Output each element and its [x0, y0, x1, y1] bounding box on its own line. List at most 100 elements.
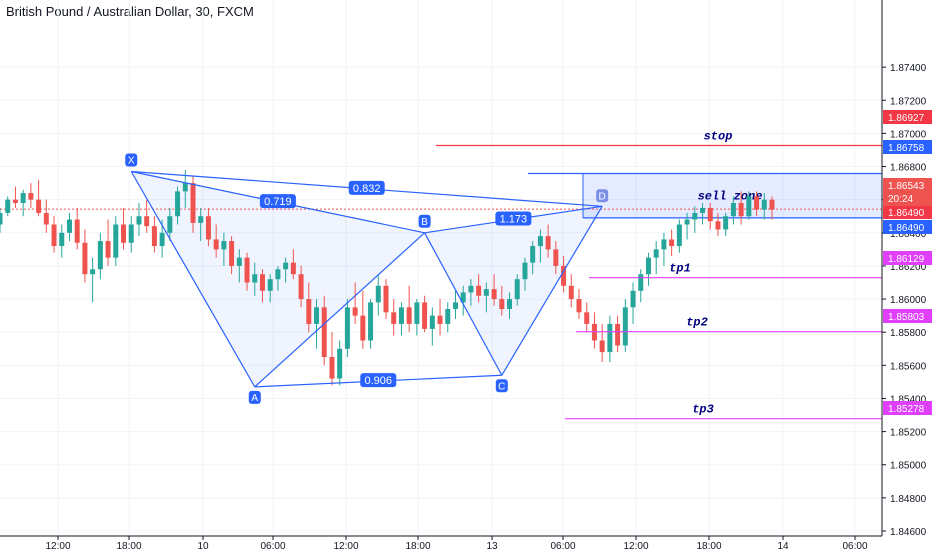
candle-body[interactable]: [0, 212, 3, 225]
candle-body[interactable]: [229, 241, 235, 266]
candle-body[interactable]: [491, 289, 497, 300]
candle-body[interactable]: [445, 309, 451, 324]
candle-body[interactable]: [514, 279, 520, 300]
candle-body[interactable]: [383, 285, 389, 313]
candle-body[interactable]: [746, 196, 752, 217]
candle-body[interactable]: [584, 312, 590, 324]
candle-body[interactable]: [553, 249, 559, 266]
candle-body[interactable]: [43, 212, 49, 225]
candle-body[interactable]: [661, 239, 667, 250]
candle-body[interactable]: [12, 199, 18, 203]
candle-body[interactable]: [645, 257, 651, 275]
candle-body[interactable]: [499, 299, 505, 310]
candle-body[interactable]: [5, 199, 11, 213]
candle-body[interactable]: [723, 216, 729, 230]
candle-body[interactable]: [607, 323, 613, 353]
candle-body[interactable]: [368, 302, 374, 341]
candle-body[interactable]: [121, 224, 127, 243]
candle-body[interactable]: [74, 219, 80, 243]
candle-body[interactable]: [198, 216, 204, 223]
candle-body[interactable]: [20, 193, 26, 203]
candle-body[interactable]: [182, 183, 188, 192]
candle-body[interactable]: [59, 232, 65, 247]
candle-body[interactable]: [375, 285, 381, 303]
candle-body[interactable]: [352, 307, 358, 316]
candle-body[interactable]: [90, 269, 96, 275]
candle-body[interactable]: [66, 219, 72, 233]
candle-body[interactable]: [151, 226, 157, 247]
candle-body[interactable]: [460, 292, 466, 303]
candle-body[interactable]: [568, 285, 574, 300]
candle-body[interactable]: [406, 307, 412, 324]
candle-body[interactable]: [267, 279, 273, 291]
candle-body[interactable]: [676, 224, 682, 247]
candle-body[interactable]: [105, 241, 111, 258]
candle-body[interactable]: [36, 199, 42, 213]
candle-body[interactable]: [360, 315, 366, 341]
candle-body[interactable]: [97, 241, 103, 270]
candle-body[interactable]: [398, 307, 404, 324]
candle-body[interactable]: [321, 307, 327, 358]
candle-body[interactable]: [700, 207, 706, 213]
candle-body[interactable]: [615, 323, 621, 346]
candle-body[interactable]: [561, 265, 567, 286]
candle-body[interactable]: [422, 302, 428, 329]
candle-body[interactable]: [128, 224, 134, 243]
candle-body[interactable]: [175, 191, 181, 217]
candle-body[interactable]: [738, 202, 744, 217]
candle-body[interactable]: [298, 274, 304, 300]
candle-body[interactable]: [213, 239, 219, 250]
candle-body[interactable]: [630, 290, 636, 308]
candle-body[interactable]: [730, 202, 736, 217]
candle-body[interactable]: [707, 207, 713, 222]
candle-body[interactable]: [769, 199, 775, 210]
candle-body[interactable]: [507, 299, 513, 310]
candle-body[interactable]: [28, 193, 34, 200]
candle-body[interactable]: [51, 224, 57, 247]
candle-body[interactable]: [684, 219, 690, 225]
candle-body[interactable]: [190, 183, 196, 223]
candle-body[interactable]: [522, 262, 528, 280]
candle-body[interactable]: [283, 262, 289, 270]
candle-body[interactable]: [437, 315, 443, 324]
candle-body[interactable]: [576, 299, 582, 313]
candle-body[interactable]: [391, 312, 397, 324]
candle-body[interactable]: [113, 224, 119, 258]
candle-body[interactable]: [275, 269, 281, 280]
candle-body[interactable]: [545, 236, 551, 250]
candle-body[interactable]: [290, 262, 296, 275]
candle-body[interactable]: [429, 315, 435, 329]
candle-body[interactable]: [669, 239, 675, 247]
candle-body[interactable]: [167, 216, 173, 233]
candle-body[interactable]: [82, 242, 88, 275]
candle-body[interactable]: [638, 274, 644, 291]
candle-body[interactable]: [622, 307, 628, 346]
candle-body[interactable]: [306, 299, 312, 324]
candle-body[interactable]: [236, 257, 242, 266]
candle-body[interactable]: [692, 212, 698, 220]
candle-body[interactable]: [314, 307, 320, 324]
candle-body[interactable]: [599, 340, 605, 353]
candle-body[interactable]: [414, 302, 420, 324]
candle-body[interactable]: [653, 249, 659, 258]
candle-body[interactable]: [329, 357, 335, 379]
candle-body[interactable]: [537, 236, 543, 247]
candle-body[interactable]: [344, 307, 350, 349]
candle-body[interactable]: [761, 199, 767, 210]
candle-body[interactable]: [205, 216, 211, 240]
candle-body[interactable]: [476, 285, 482, 296]
candle-body[interactable]: [259, 274, 265, 291]
candle-body[interactable]: [483, 289, 489, 296]
candle-body[interactable]: [244, 257, 250, 283]
candle-body[interactable]: [144, 216, 150, 227]
candle-body[interactable]: [252, 274, 258, 283]
candle-body[interactable]: [530, 246, 536, 263]
candle-body[interactable]: [159, 232, 165, 247]
candle-body[interactable]: [221, 241, 227, 250]
candle-body[interactable]: [468, 285, 474, 293]
candle-body[interactable]: [452, 302, 458, 310]
candle-body[interactable]: [754, 196, 760, 210]
candle-body[interactable]: [337, 348, 343, 379]
candle-body[interactable]: [715, 221, 721, 230]
